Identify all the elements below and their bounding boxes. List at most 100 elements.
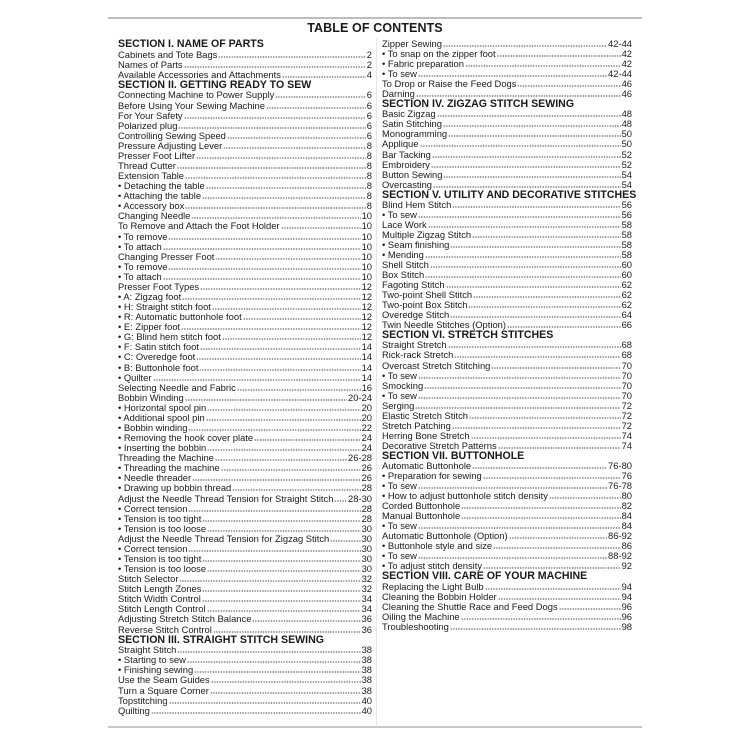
page-number: 74 xyxy=(621,439,632,451)
toc-entry: • G: Blind hem stitch foot 12 xyxy=(118,332,372,342)
page-number: 72 xyxy=(621,419,632,431)
dot-leader xyxy=(209,691,361,694)
page-number: 8 xyxy=(366,170,372,182)
entry-title: Stitch Length Zones xyxy=(118,583,202,595)
page-number: 38 xyxy=(361,674,372,686)
page-number: 50 xyxy=(621,128,632,140)
dot-leader xyxy=(223,146,366,149)
section-title: SECTION VIII. CARE OF YOUR MACHINE xyxy=(382,570,588,583)
toc-entry: • Finishing sewing 38 xyxy=(118,665,372,675)
page-number: 22 xyxy=(361,422,372,433)
dot-leader xyxy=(330,539,361,542)
toc-entry: Before Using Your Sewing Machine 6 xyxy=(118,100,372,111)
page-number: 46 xyxy=(621,78,632,90)
entry-title: Manual Buttonhole xyxy=(382,510,461,522)
page-number: 10 xyxy=(361,270,372,282)
entry-title: Selecting Needle and Fabric xyxy=(118,381,236,393)
page-number: 14 xyxy=(361,341,372,353)
page-number: 10 xyxy=(361,220,372,232)
entry-title: • Tension is too tight xyxy=(118,553,202,565)
entry-title: Cleaning the Shuttle Race and Feed Dogs xyxy=(382,600,558,612)
page-number: 26 xyxy=(361,472,372,484)
toc-entry: Overcast Stretch Stitching 70 xyxy=(382,359,632,371)
entry-title: • Preparation for sewing xyxy=(382,470,482,482)
page-number: 16 xyxy=(361,381,372,393)
section-title: SECTION IV. ZIGZAG STITCH SEWING xyxy=(382,98,575,111)
toc-column-left: SECTION I. NAME OF PARTS Cabinets and Tot… xyxy=(118,39,372,716)
page-number: 94 xyxy=(621,580,632,592)
toc-entry: • To sew 88-92 xyxy=(382,551,632,561)
toc-entry: • Tension is too loose 30 xyxy=(118,523,372,534)
toc-entry: Bobbin Winding 20-24 xyxy=(118,392,372,403)
page-number: 2 xyxy=(366,48,372,60)
page-number: 34 xyxy=(361,593,372,605)
top-rule xyxy=(108,17,642,19)
dot-leader xyxy=(214,459,348,462)
page-number: 72 xyxy=(621,409,632,421)
toc-entry: • Starting to sew 38 xyxy=(118,655,372,665)
page-title: TABLE OF CONTENTS xyxy=(307,21,443,35)
dot-leader xyxy=(181,328,361,331)
toc-entry: • To sew 56 xyxy=(382,209,632,220)
entry-title: Zipper Sewing xyxy=(382,38,442,49)
toc-column-right: Zipper Sewing 42-44 • To snap on the zippe… xyxy=(382,38,636,632)
entry-title: Applique xyxy=(382,138,419,150)
toc-entry: Cleaning the Shuttle Race and Feed Dogs 9… xyxy=(382,600,632,612)
dot-leader xyxy=(207,570,361,573)
page-number: 64 xyxy=(621,309,632,321)
dot-leader xyxy=(199,368,361,371)
toc-entry: Corded Buttonhole 82 xyxy=(382,501,632,511)
page-number: 6 xyxy=(366,109,372,121)
entry-title: Herring Bone Stretch xyxy=(382,429,470,441)
dot-leader xyxy=(194,671,361,674)
dot-leader xyxy=(232,489,361,492)
toc-entry: Replacing the Light Bulb 94 xyxy=(382,580,632,592)
entry-title: • Drawing up bobbin thread xyxy=(118,482,232,494)
entry-title: • To attach xyxy=(118,240,162,252)
dot-leader xyxy=(461,507,621,510)
entry-title: • H: Straight stitch foot xyxy=(118,301,211,313)
toc-entry: Overcasting 54 xyxy=(382,178,632,190)
toc-entry: Stitch Length Control 34 xyxy=(118,604,372,614)
dot-leader xyxy=(417,557,608,560)
toc-entry: • How to adjust buttonhole stitch densit… xyxy=(382,491,632,501)
toc-entry: • Removing the hook cover plate 24 xyxy=(118,432,372,443)
toc-entry: Zipper Sewing 42-44 xyxy=(382,38,632,49)
dot-leader xyxy=(417,75,608,78)
dot-leader xyxy=(429,266,621,269)
dot-leader xyxy=(236,388,361,391)
toc-entry: Use the Seam Guides 38 xyxy=(118,675,372,685)
page-number: 42 xyxy=(621,58,632,70)
toc-entry: Changing Presser Foot 10 xyxy=(118,250,372,262)
entry-title: Overcasting xyxy=(382,178,433,190)
dot-leader xyxy=(179,580,361,583)
toc-entry: • Seam finishing 58 xyxy=(382,239,632,250)
entry-title: Smocking xyxy=(382,379,424,391)
dot-leader xyxy=(470,436,621,439)
dot-leader xyxy=(207,529,361,532)
dot-leader xyxy=(211,308,361,311)
toc-entry: Satin Stitching 48 xyxy=(382,119,632,129)
entry-title: Stitch Selector xyxy=(118,573,179,585)
dot-leader xyxy=(417,215,621,218)
toc-entry: Smocking 70 xyxy=(382,379,632,391)
toc-entry: Shell Stitch 60 xyxy=(382,259,632,270)
entry-title: • Needle threader xyxy=(118,472,192,484)
page-number: 10 xyxy=(361,260,372,272)
dot-leader xyxy=(493,547,621,550)
section-title: SECTION VI. STRETCH STITCHES xyxy=(382,329,554,342)
entry-title: • R: Automatic buttonhole foot xyxy=(118,311,242,323)
entry-title: Two-point Box Stitch xyxy=(382,299,468,311)
entry-title: Cabinets and Tote Bags xyxy=(118,48,218,60)
dot-leader xyxy=(464,65,621,68)
page-number: 52 xyxy=(621,158,632,170)
page-number: 10 xyxy=(361,250,372,262)
page-number: 70 xyxy=(621,359,632,371)
toc-entry: • To sew 84 xyxy=(382,521,632,531)
toc-entry: • F: Satin stitch foot 14 xyxy=(118,342,372,352)
dot-leader xyxy=(188,549,361,552)
entry-title: • Quilter xyxy=(118,371,152,383)
column-divider xyxy=(376,38,377,726)
toc-entry: Decorative Stretch Patterns 74 xyxy=(382,439,632,451)
entry-title: • To sew xyxy=(382,480,417,492)
